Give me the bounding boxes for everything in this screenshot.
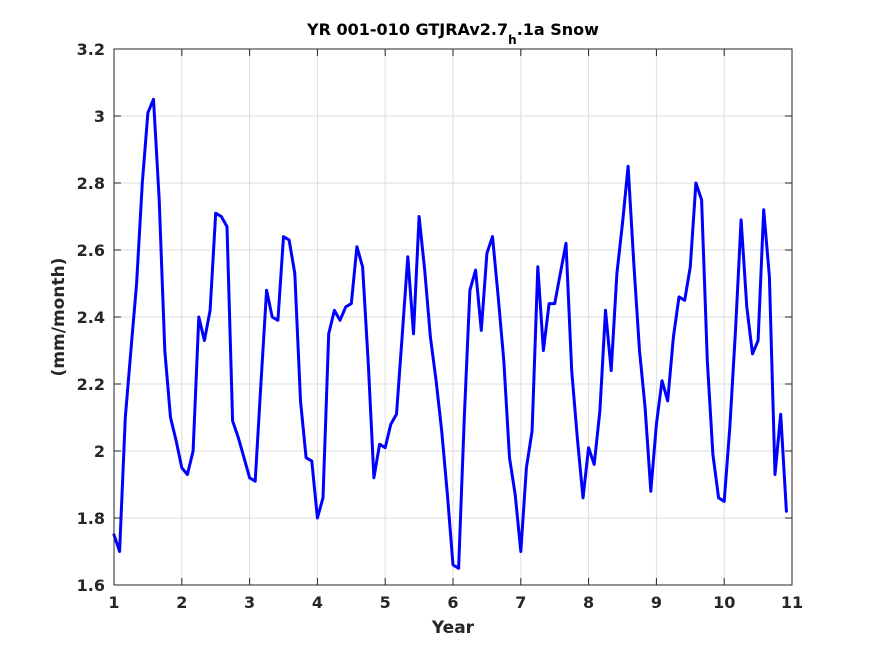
x-tick-labels: 1 2 3 4 5 6 7 8 9 10 11 [108, 593, 803, 612]
x-tick-label: 6 [447, 593, 458, 612]
y-tick-label: 2.8 [77, 174, 105, 193]
x-tick-label: 7 [515, 593, 526, 612]
y-tick-labels: 1.6 1.8 2 2.2 2.4 2.6 2.8 3 3.2 [77, 40, 105, 595]
y-tick-label: 2.4 [77, 308, 105, 327]
x-tick-label: 5 [380, 593, 391, 612]
chart-title-suffix: .1a Snow [517, 20, 599, 39]
y-tick-label: 3.2 [77, 40, 105, 59]
y-tick-label: 1.6 [77, 576, 105, 595]
x-tick-label: 11 [781, 593, 803, 612]
y-tick-label: 3 [94, 107, 105, 126]
series-line [112, 97, 788, 570]
x-tick-label: 4 [312, 593, 323, 612]
x-tick-label: 8 [583, 593, 594, 612]
x-tick-label: 2 [176, 593, 187, 612]
y-axis-title: (mm/month) [49, 258, 69, 377]
data-series [112, 97, 788, 570]
y-tick-label: 1.8 [77, 509, 105, 528]
x-tick-label: 10 [713, 593, 735, 612]
x-tick-label: 3 [244, 593, 255, 612]
x-tick-label: 1 [108, 593, 119, 612]
y-tick-label: 2.6 [77, 241, 105, 260]
x-axis-title: Year [431, 618, 475, 638]
y-tick-label: 2.2 [77, 375, 105, 394]
x-tick-label: 9 [651, 593, 662, 612]
ticks [113, 48, 793, 586]
chart-title-main: YR 001-010 GTJRAv2.7 [306, 20, 508, 39]
chart-title-subscript: h [508, 33, 517, 47]
chart-title: YR 001-010 GTJRAv2.7h.1a Snow [306, 20, 599, 47]
y-tick-label: 2 [94, 442, 105, 461]
